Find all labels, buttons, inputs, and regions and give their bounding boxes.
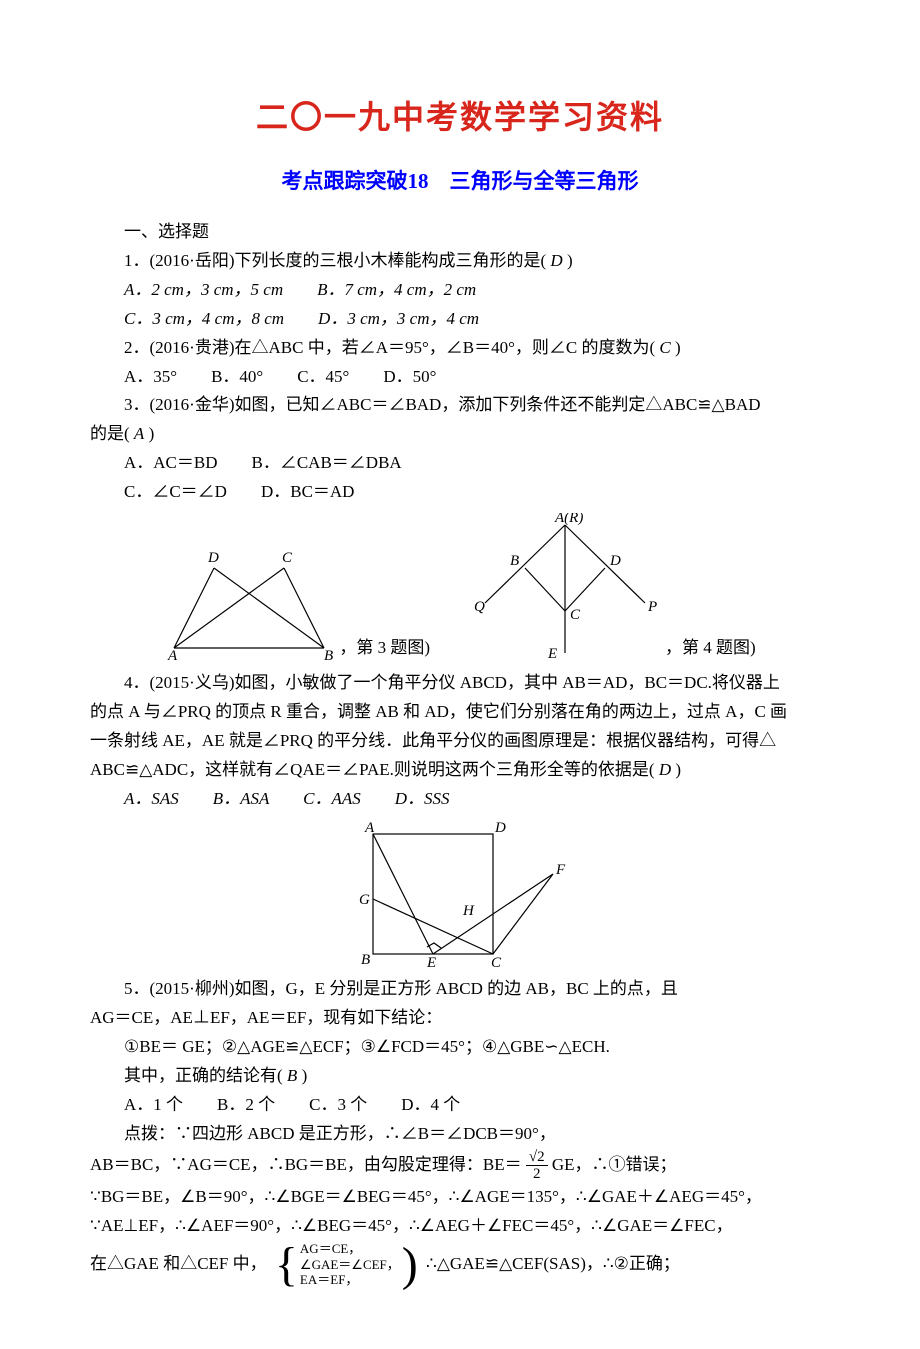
explain-line5: 在△GAE 和△CEF 中， { AG＝CE， ∠GAE＝∠CEF， EA＝EF… <box>90 1241 830 1289</box>
figure-3-caption: ，第 3 题图) <box>339 634 430 663</box>
brace-system: { AG＝CE， ∠GAE＝∠CEF， EA＝EF， ) <box>275 1241 418 1289</box>
explain-line3: ∵BG＝BE，∠B＝90°，∴∠BGE＝∠BEG＝45°，∴∠AGE＝135°，… <box>90 1183 830 1212</box>
explain-line2: AB＝BC，∵AG＝CE，∴BG＝BE，由勾股定理得：BE＝ √2 2 GE，∴… <box>90 1149 830 1183</box>
svg-text:C: C <box>491 955 502 969</box>
svg-text:E: E <box>426 955 436 969</box>
svg-text:F: F <box>555 862 566 878</box>
q1-options-line1: A．2 cm，3 cm，5 cm B．7 cm，4 cm，2 cm <box>90 276 830 305</box>
q1-stem-prefix: 1．(2016·岳阳)下列长度的三根小木棒能构成三角形的是( <box>124 251 546 270</box>
q3-stem-line2: 的是( A ) <box>90 420 830 449</box>
q5-options: A．1 个 B．2 个 C．3 个 D．4 个 <box>90 1091 830 1120</box>
figure-3-wrap: A B D C ，第 3 题图) <box>164 548 430 663</box>
brace-row1: AG＝CE， <box>300 1241 400 1257</box>
explain-l5-pre: 在△GAE 和△CEF 中， <box>90 1253 267 1272</box>
brace-row3: EA＝EF， <box>300 1272 400 1288</box>
figure-3-svg: A B D C <box>164 548 339 663</box>
q4-line4-prefix: ABC≌△ADC，这样就有∠QAE＝∠PAE.则说明这两个三角形全等的依据是( <box>90 760 655 779</box>
q1-answer: D <box>550 251 562 270</box>
section-heading: 一、选择题 <box>90 218 830 247</box>
sub-title: 考点跟踪突破18 三角形与全等三角形 <box>90 164 830 200</box>
svg-text:A(R): A(R) <box>554 513 583 526</box>
q4-line3: 一条射线 AE，AE 就是∠PRQ 的平分线．此角平分仪的画图原理是：根据仪器结… <box>90 727 830 756</box>
brace-left-icon: { <box>275 1241 298 1289</box>
svg-text:H: H <box>462 903 475 919</box>
q5-line4-suffix: ) <box>302 1066 308 1085</box>
q4-line4-suffix: ) <box>675 760 681 779</box>
q4-answer: D <box>659 760 671 779</box>
brace-row2: ∠GAE＝∠CEF， <box>300 1257 400 1273</box>
svg-text:D: D <box>494 820 506 836</box>
svg-text:B: B <box>361 952 370 968</box>
svg-text:A: A <box>364 820 375 836</box>
brace-right-icon: ) <box>402 1241 418 1289</box>
svg-text:G: G <box>359 892 370 908</box>
q2-answer: C <box>659 338 670 357</box>
q3-answer: A <box>134 424 144 443</box>
q4-line1: 4．(2015·义乌)如图，小敏做了一个角平分仪 ABCD，其中 AB＝AD，B… <box>90 669 830 698</box>
q2-stem: 2．(2016·贵港)在△ABC 中，若∠A＝95°，∠B＝40°，则∠C 的度… <box>90 334 830 363</box>
explain-l5-post: ∴△GAE≌△CEF(SAS)，∴②正确； <box>426 1253 680 1272</box>
q2-stem-prefix: 2．(2016·贵港)在△ABC 中，若∠A＝95°，∠B＝40°，则∠C 的度… <box>124 338 655 357</box>
fraction-den: 2 <box>526 1166 548 1183</box>
svg-text:Q: Q <box>474 599 485 615</box>
svg-text:C: C <box>282 550 293 566</box>
figure-4-wrap: A(R) B D Q P C E ，第 4 题图) <box>470 513 756 663</box>
q3-options-line2: C．∠C＝∠D D．BC＝AD <box>90 478 830 507</box>
explain-line1: 点拨：∵四边形 ABCD 是正方形，∴∠B＝∠DCB＝90°， <box>90 1120 830 1149</box>
svg-text:P: P <box>647 599 657 615</box>
q5-line2: AG＝CE，AE⊥EF，AE＝EF，现有如下结论： <box>90 1004 830 1033</box>
q5-line4-prefix: 其中，正确的结论有( <box>124 1066 283 1085</box>
svg-text:D: D <box>207 550 219 566</box>
q2-stem-suffix: ) <box>675 338 681 357</box>
q3-stem-suffix: ) <box>149 424 155 443</box>
document-page: 二〇一九中考数学学习资料 考点跟踪突破18 三角形与全等三角形 一、选择题 1．… <box>0 0 920 1349</box>
svg-text:A: A <box>167 648 178 663</box>
q1-stem-suffix: ) <box>567 251 573 270</box>
svg-text:B: B <box>324 648 333 663</box>
q5-line1: 5．(2015·柳州)如图，G，E 分别是正方形 ABCD 的边 AB，BC 上… <box>90 975 830 1004</box>
q3-stem-prefix: 的是( <box>90 424 130 443</box>
main-title: 二〇一九中考数学学习资料 <box>90 90 830 144</box>
svg-text:D: D <box>609 553 621 569</box>
q5-answer: B <box>287 1066 297 1085</box>
q4-line2: 的点 A 与∠PRQ 的顶点 R 重合，调整 AB 和 AD，使它们分别落在角的… <box>90 698 830 727</box>
q3-stem-line1: 3．(2016·金华)如图，已知∠ABC＝∠BAD，添加下列条件还不能判定△AB… <box>90 391 830 420</box>
figure-row-3-4: A B D C ，第 3 题图) A(R) B <box>90 513 830 663</box>
figure-row-5: A D B C G E H F <box>90 819 830 969</box>
q5-line3: ①BE＝ GE；②△AGE≌△ECF；③∠FCD＝45°；④△GBE∽△ECH. <box>90 1033 830 1062</box>
fraction-num: √2 <box>526 1149 548 1167</box>
svg-text:B: B <box>510 553 519 569</box>
figure-4-caption: ，第 4 题图) <box>665 634 756 663</box>
q4-line4: ABC≌△ADC，这样就有∠QAE＝∠PAE.则说明这两个三角形全等的依据是( … <box>90 756 830 785</box>
explain-l2-pre: AB＝BC，∵AG＝CE，∴BG＝BE，由勾股定理得：BE＝ <box>90 1155 522 1174</box>
q2-options: A．35° B．40° C．45° D．50° <box>90 363 830 392</box>
brace-lines: AG＝CE， ∠GAE＝∠CEF， EA＝EF， <box>300 1241 400 1288</box>
svg-text:C: C <box>570 607 581 623</box>
figure-5-svg: A D B C G E H F <box>353 819 568 969</box>
explain-l2-post: GE，∴①错误； <box>552 1155 677 1174</box>
fraction-sqrt2-over-2: √2 2 <box>526 1149 548 1183</box>
q4-options: A．SAS B．ASA C．AAS D．SSS <box>90 785 830 814</box>
svg-text:E: E <box>547 646 557 662</box>
q5-line4: 其中，正确的结论有( B ) <box>90 1062 830 1091</box>
q1-stem: 1．(2016·岳阳)下列长度的三根小木棒能构成三角形的是( D ) <box>90 247 830 276</box>
q1-options-line2: C．3 cm，4 cm，8 cm D．3 cm，3 cm，4 cm <box>90 305 830 334</box>
explain-line4: ∵AE⊥EF，∴∠AEF＝90°，∴∠BEG＝45°，∴∠AEG＋∠FEC＝45… <box>90 1212 830 1241</box>
q3-options-line1: A．AC＝BD B．∠CAB＝∠DBA <box>90 449 830 478</box>
figure-4-svg: A(R) B D Q P C E <box>470 513 665 663</box>
